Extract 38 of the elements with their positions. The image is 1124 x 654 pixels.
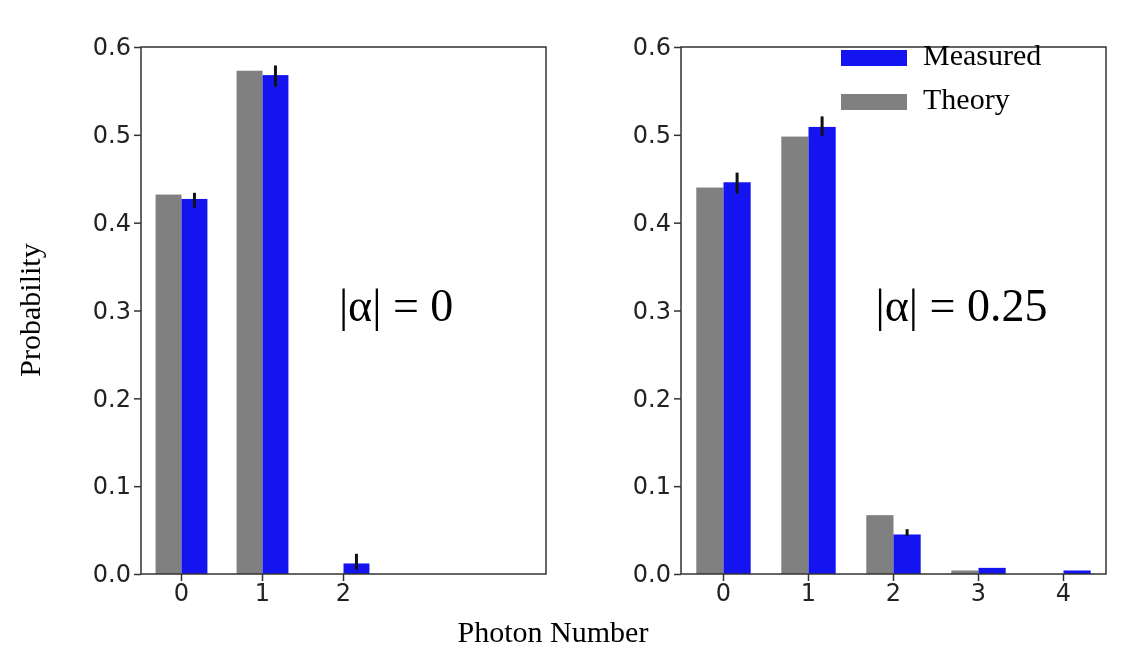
y-tick-label: 0.4 bbox=[632, 208, 671, 237]
x-tick-label: 1 bbox=[254, 579, 271, 608]
bar bbox=[696, 187, 724, 574]
y-tick-label: 0.2 bbox=[632, 384, 671, 413]
bar bbox=[893, 534, 921, 574]
x-tick-label: 2 bbox=[335, 579, 352, 608]
y-tick-label: 0.2 bbox=[92, 384, 131, 413]
bar bbox=[236, 70, 263, 574]
x-tick-label: 3 bbox=[970, 579, 987, 608]
bar bbox=[155, 194, 182, 574]
annotation: |α| = 0.25 bbox=[875, 280, 1048, 332]
y-tick-label: 0.3 bbox=[632, 296, 671, 325]
x-tick-label: 0 bbox=[715, 579, 732, 608]
x-axis-title: Photon Number bbox=[457, 615, 649, 648]
x-tick-label: 4 bbox=[1055, 579, 1072, 608]
y-tick-label: 0.6 bbox=[632, 33, 671, 62]
y-tick-label: 0.5 bbox=[632, 121, 671, 150]
y-tick-label: 0.4 bbox=[92, 208, 131, 237]
bar bbox=[262, 75, 289, 574]
bar bbox=[723, 182, 751, 574]
x-tick-label: 2 bbox=[885, 579, 902, 608]
y-tick-label: 0.1 bbox=[92, 472, 131, 501]
y-axis-title: Probability bbox=[13, 243, 46, 377]
x-tick-label: 0 bbox=[173, 579, 190, 608]
annotation: |α| = 0 bbox=[338, 280, 454, 332]
bar bbox=[808, 126, 836, 574]
y-tick-label: 0.6 bbox=[92, 33, 131, 62]
bar bbox=[181, 198, 208, 574]
legend-label: Measured bbox=[923, 38, 1042, 71]
y-tick-label: 0.3 bbox=[92, 296, 131, 325]
bar bbox=[781, 136, 809, 574]
bar bbox=[866, 515, 894, 574]
y-tick-label: 0.5 bbox=[92, 121, 131, 150]
y-tick-label: 0.1 bbox=[632, 472, 671, 501]
y-tick-label: 0.0 bbox=[92, 560, 131, 589]
y-tick-label: 0.0 bbox=[632, 560, 671, 589]
legend-label: Theory bbox=[923, 82, 1010, 115]
x-tick-label: 1 bbox=[800, 579, 817, 608]
